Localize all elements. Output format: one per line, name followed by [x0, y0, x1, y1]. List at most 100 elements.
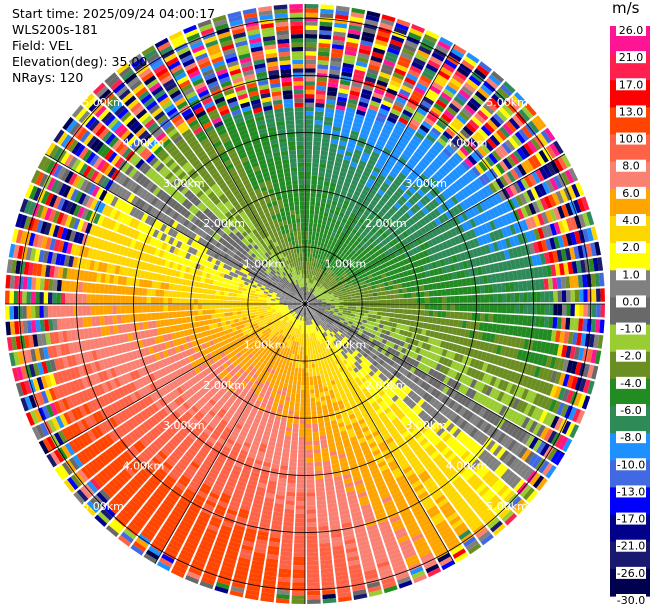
velocity-gate	[295, 518, 305, 523]
velocity-gate	[407, 331, 413, 338]
velocity-gate	[418, 322, 424, 329]
velocity-gate	[523, 304, 528, 314]
velocity-gate	[317, 362, 322, 367]
velocity-gate	[431, 144, 442, 154]
velocity-gate	[362, 27, 377, 35]
velocity-gate	[557, 205, 566, 219]
velocity-gate	[442, 357, 449, 366]
velocity-gate	[416, 229, 424, 237]
velocity-gate	[306, 475, 315, 480]
velocity-gate	[329, 294, 334, 298]
velocity-gate	[396, 187, 405, 195]
velocity-gate	[313, 249, 317, 254]
velocity-gate	[458, 177, 468, 187]
velocity-gate	[321, 400, 327, 406]
velocity-gate	[407, 298, 413, 304]
velocity-gate	[318, 42, 331, 49]
velocity-gate	[350, 278, 356, 283]
velocity-gate	[381, 63, 394, 72]
velocity-gate	[508, 136, 519, 149]
velocity-gate	[590, 273, 596, 287]
velocity-gate	[591, 304, 597, 318]
velocity-gate	[288, 379, 293, 385]
velocity-gate	[364, 297, 370, 301]
velocity-gate	[366, 262, 372, 268]
velocity-gate	[328, 226, 334, 232]
velocity-gate	[466, 196, 475, 207]
velocity-gate	[401, 133, 412, 142]
velocity-gate	[420, 185, 429, 195]
velocity-gate	[283, 369, 288, 375]
velocity-gate	[358, 160, 367, 167]
velocity-gate	[517, 361, 525, 373]
velocity-gate	[523, 338, 530, 350]
velocity-gate	[345, 220, 352, 226]
velocity-gate	[386, 276, 392, 282]
velocity-gate	[397, 334, 403, 341]
velocity-gate	[319, 284, 323, 289]
velocity-gate	[593, 334, 600, 349]
velocity-gate	[496, 314, 502, 324]
velocity-gate	[348, 266, 354, 271]
velocity-gate	[345, 289, 351, 293]
velocity-gate	[402, 238, 409, 246]
velocity-gate	[384, 55, 397, 64]
velocity-gate	[476, 64, 490, 77]
velocity-gate	[464, 185, 474, 196]
velocity-gate	[305, 132, 313, 137]
velocity-gate	[305, 419, 312, 424]
velocity-gate	[317, 278, 322, 283]
velocity-gate	[324, 266, 329, 272]
velocity-gate	[492, 241, 500, 252]
velocity-gate	[356, 324, 361, 328]
velocity-gate	[451, 99, 463, 110]
velocity-gate	[476, 214, 485, 225]
velocity-gate	[367, 328, 373, 334]
velocity-gate	[317, 379, 322, 385]
velocity-gate	[342, 159, 351, 166]
velocity-gate	[360, 297, 365, 301]
velocity-gate	[367, 256, 373, 262]
velocity-gate	[287, 383, 293, 389]
velocity-gate	[407, 292, 412, 298]
velocity-gate	[434, 196, 443, 205]
velocity-gate	[337, 216, 343, 222]
velocity-gate	[488, 284, 494, 293]
velocity-gate	[332, 196, 339, 202]
velocity-gate	[316, 296, 321, 299]
velocity-gate	[457, 214, 465, 224]
velocity-gate	[427, 239, 434, 248]
velocity-gate	[499, 202, 508, 214]
velocity-gate	[348, 247, 354, 253]
velocity-gate	[489, 263, 496, 274]
velocity-gate	[291, 353, 295, 359]
velocity-gate	[416, 272, 423, 280]
velocity-gate	[339, 302, 344, 304]
velocity-gate	[353, 274, 359, 279]
velocity-gate	[351, 298, 357, 302]
velocity-gate	[477, 146, 488, 157]
velocity-gate	[325, 203, 331, 209]
velocity-gate	[314, 388, 320, 394]
velocity-gate	[337, 96, 348, 103]
velocity-gate	[310, 274, 313, 280]
velocity-gate	[306, 505, 316, 510]
velocity-gate	[279, 564, 292, 570]
velocity-gate	[533, 366, 541, 378]
velocity-gate	[578, 378, 587, 392]
velocity-gate	[345, 41, 359, 48]
velocity-gate	[561, 219, 570, 233]
velocity-gate	[364, 293, 369, 298]
velocity-gate	[332, 169, 340, 176]
velocity-gate	[451, 138, 462, 149]
velocity-gate	[330, 204, 337, 210]
velocity-gate	[338, 294, 343, 297]
velocity-gate	[305, 16, 318, 22]
velocity-gate	[391, 245, 398, 252]
velocity-gate	[485, 170, 495, 182]
velocity-gate	[359, 193, 367, 200]
velocity-gate	[415, 266, 421, 274]
velocity-gate	[424, 204, 433, 213]
velocity-gate	[341, 71, 353, 78]
velocity-gate	[344, 50, 357, 57]
